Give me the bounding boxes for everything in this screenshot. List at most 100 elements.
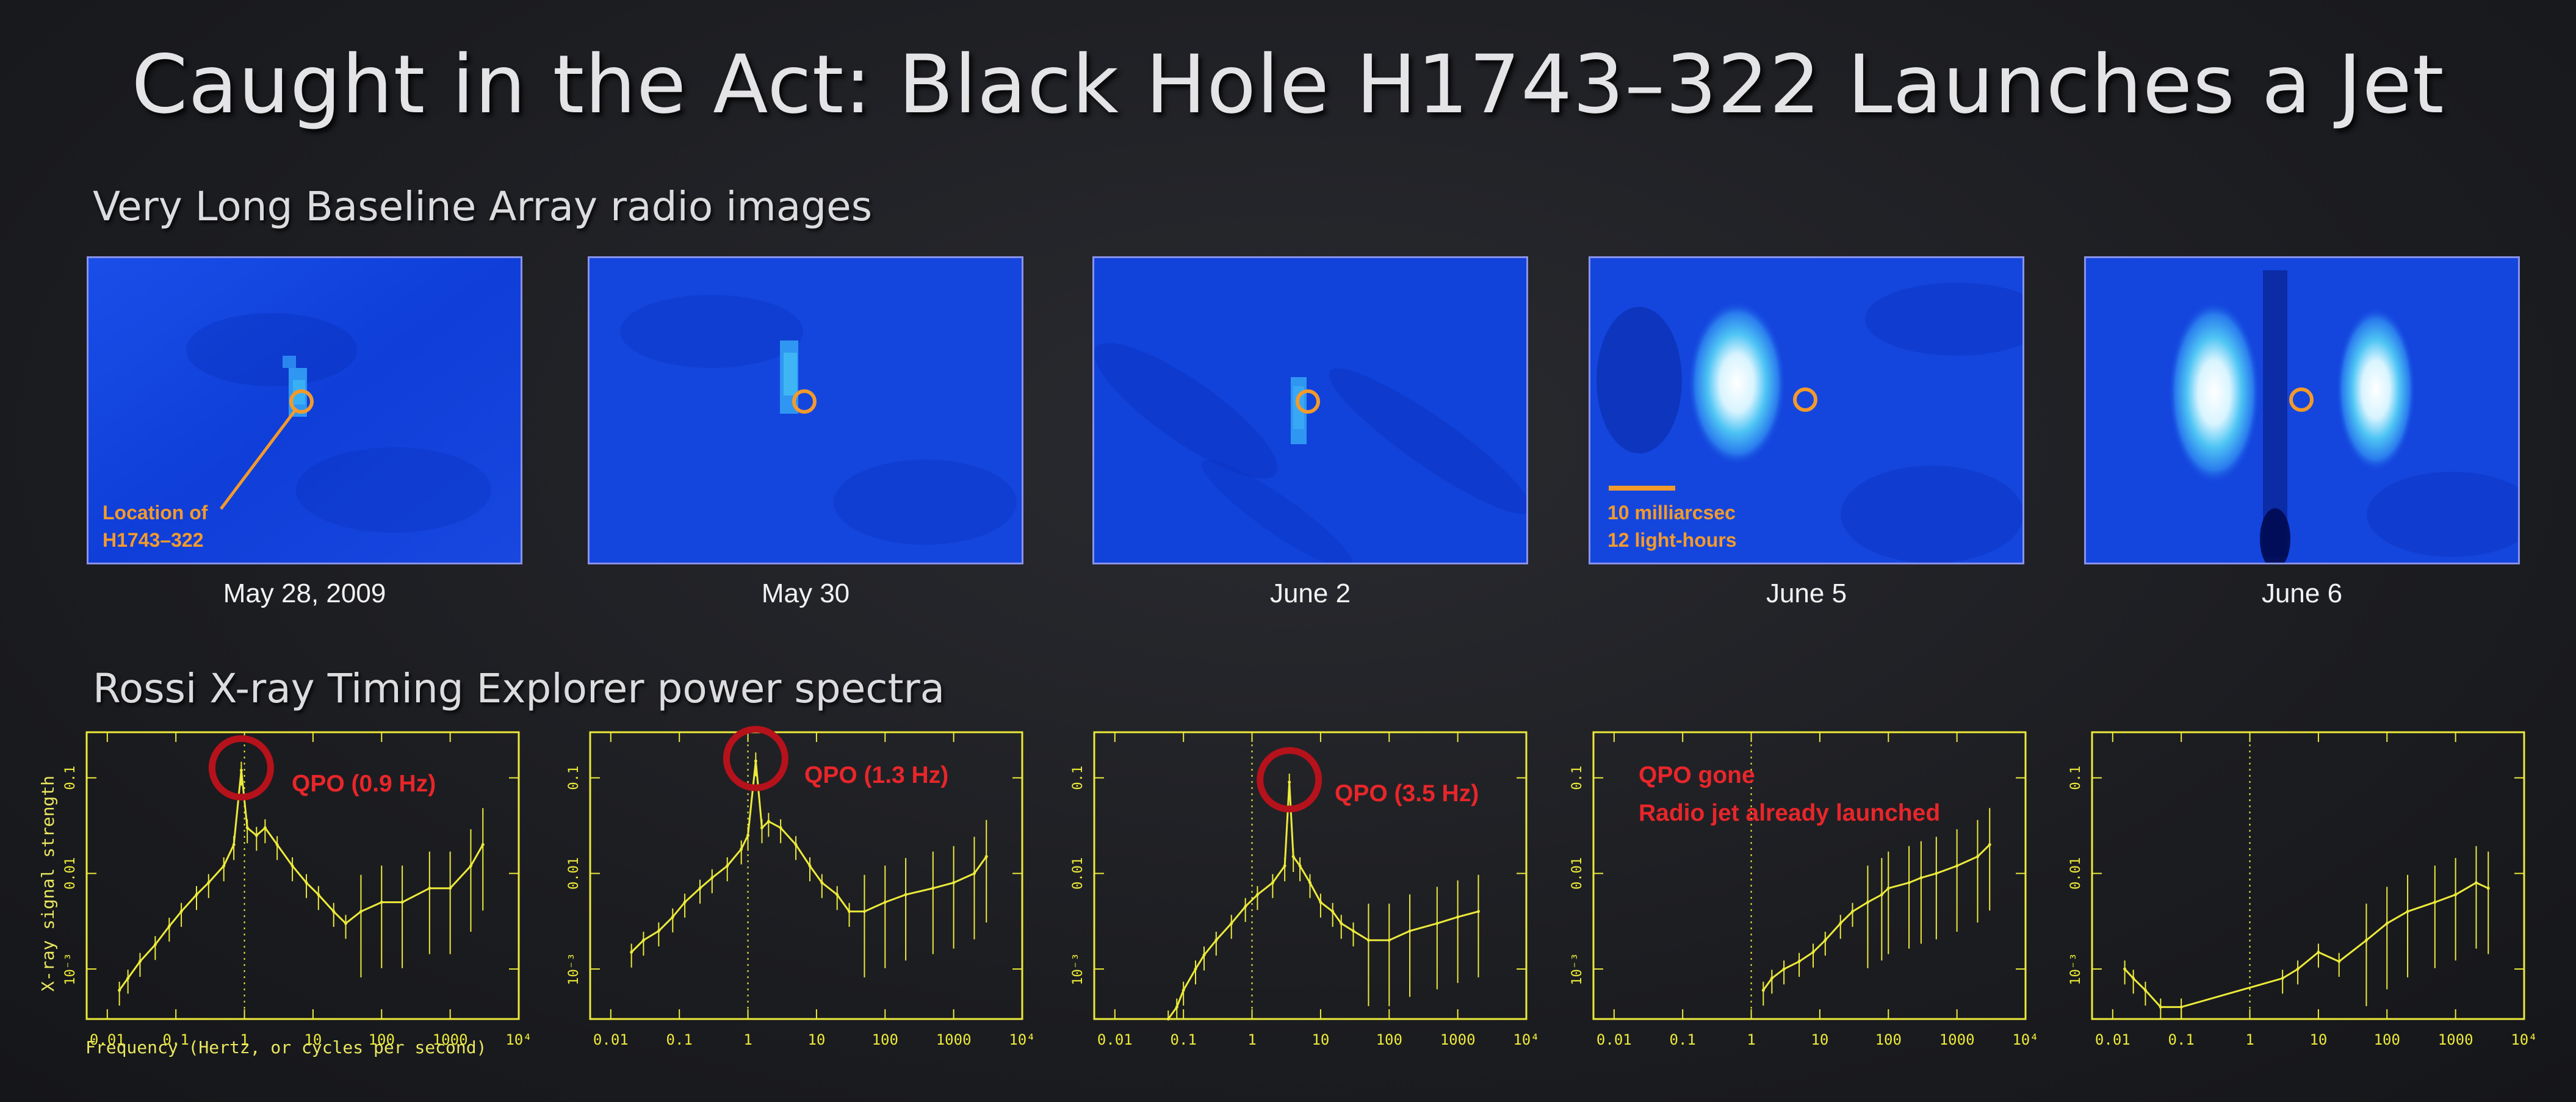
data-point — [1255, 893, 1259, 896]
data-point — [1271, 881, 1274, 885]
data-point — [2179, 1005, 2183, 1009]
data-point — [1244, 905, 1247, 909]
x-tick-label: 10⁴ — [1513, 1031, 1539, 1048]
spectrum-trace — [1167, 782, 1479, 1020]
data-point — [2433, 901, 2437, 904]
x-tick-label: 0.01 — [2095, 1031, 2130, 1048]
data-point — [984, 855, 988, 859]
data-point — [1298, 864, 1302, 868]
data-point — [344, 921, 348, 925]
data-point — [1331, 910, 1335, 913]
qpo-annotation: QPO (1.3 Hz) — [804, 762, 949, 788]
data-point — [2143, 989, 2147, 992]
x-tick-label: 1 — [1747, 1031, 1755, 1048]
y-tick-label: 10⁻³ — [1570, 953, 1585, 985]
data-point — [1988, 843, 1991, 846]
data-point — [1283, 864, 1286, 868]
data-point — [1194, 967, 1197, 971]
data-point — [138, 960, 142, 963]
location-label-line2: H1743–322 — [103, 529, 204, 551]
spectrum-trace — [118, 770, 484, 991]
data-point — [740, 847, 743, 851]
qpo-highlight-circle — [723, 726, 788, 791]
x-tick-label: 0.1 — [666, 1031, 693, 1048]
x-tick-label: 0.1 — [1171, 1031, 1197, 1048]
data-point — [808, 864, 812, 868]
location-label-line1: Location of — [103, 502, 208, 524]
scale-label-line1: 10 milliarcsec — [1607, 502, 1736, 524]
x-tick-label: 100 — [2374, 1031, 2400, 1048]
data-point — [1975, 855, 1979, 859]
data-point — [400, 901, 404, 904]
data-point — [2296, 967, 2300, 971]
data-point — [222, 864, 226, 868]
data-point — [481, 843, 485, 846]
y-tick-label: 0.1 — [2068, 766, 2084, 790]
data-point — [1175, 1005, 1178, 1009]
qpo-annotation: QPO (3.5 Hz) — [1335, 780, 1479, 807]
data-point — [1839, 921, 1842, 925]
x-axis-label: Frequency (Hertz, or cycles per second) — [85, 1037, 487, 1057]
data-point — [1202, 953, 1206, 957]
data-point — [1308, 881, 1312, 885]
data-point — [1935, 871, 1938, 875]
radio-image-june2 — [1092, 256, 1528, 564]
x-tick-label: 10⁴ — [1009, 1031, 1035, 1048]
x-tick-label: 0.1 — [2168, 1031, 2195, 1048]
data-point — [1387, 938, 1391, 942]
x-tick-label: 0.01 — [1097, 1031, 1133, 1048]
date-label: June 6 — [2261, 578, 2343, 608]
jet-blob — [1688, 301, 1786, 466]
y-tick-label: 0.01 — [1570, 857, 1585, 890]
data-point — [1761, 989, 1765, 992]
data-point — [862, 910, 866, 913]
data-point — [167, 924, 171, 928]
y-tick-label: 0.01 — [1070, 857, 1086, 890]
data-point — [1907, 881, 1911, 885]
data-point — [1797, 960, 1801, 963]
power-spectrum-june2: 0.01 0.1 1 10 100 1000 10⁴ 10⁻³ 0.01 0.1 — [1070, 731, 1540, 1048]
jet-blob-right — [2336, 307, 2415, 472]
data-point — [726, 864, 729, 868]
qpo-gone-line1: QPO gone — [1639, 762, 1755, 788]
y-axis-label: X-ray signal strength — [38, 775, 58, 992]
spectrum-trace — [2124, 881, 2489, 1008]
data-point — [275, 843, 279, 846]
data-point — [207, 881, 211, 885]
date-label: June 2 — [1269, 578, 1351, 608]
qpo-annotation: QPO (0.9 Hz) — [292, 771, 436, 797]
data-point — [2317, 950, 2320, 954]
data-point — [952, 881, 956, 885]
data-point — [698, 887, 702, 890]
data-point — [245, 826, 249, 830]
data-point — [1288, 780, 1291, 784]
page-title: Caught in the Act: Black Hole H1743–322 … — [131, 38, 2445, 132]
x-tick-label: 1000 — [2438, 1031, 2473, 1048]
data-point — [2474, 881, 2478, 885]
data-point — [972, 871, 976, 875]
plot-frame — [1093, 731, 1528, 1020]
x-tick-label: 10 — [304, 1031, 322, 1048]
x-tick-label: 1 — [2245, 1031, 2254, 1048]
source-marker — [2289, 387, 2314, 412]
data-point — [2132, 976, 2135, 980]
data-point — [2364, 938, 2368, 942]
power-spectrum-may30: 0.01 0.1 1 10 100 1000 10⁴ 10⁻³ 0.01 0.1 — [566, 726, 1036, 1048]
x-tick-label: 100 — [1376, 1031, 1402, 1048]
data-point — [254, 834, 258, 837]
data-point — [232, 843, 236, 846]
x-tick-label: 0.1 — [163, 1031, 189, 1048]
power-spectrum-may28: 0.01 0.1 1 10 100 1000 10⁴ 10⁻³ 0.01 0.1 — [63, 731, 532, 1048]
x-tick-label: 10 — [1311, 1031, 1329, 1048]
x-tick-label: 10 — [807, 1031, 825, 1048]
data-point — [449, 887, 452, 890]
x-tick-label: 1 — [1247, 1031, 1256, 1048]
data-point — [1352, 929, 1355, 933]
x-tick-label: 0.01 — [90, 1031, 125, 1048]
radio-section-heading: Very Long Baseline Array radio images — [93, 183, 873, 230]
data-point — [1476, 910, 1480, 913]
data-point — [332, 910, 336, 913]
data-point — [126, 976, 130, 980]
data-point — [1851, 910, 1855, 913]
